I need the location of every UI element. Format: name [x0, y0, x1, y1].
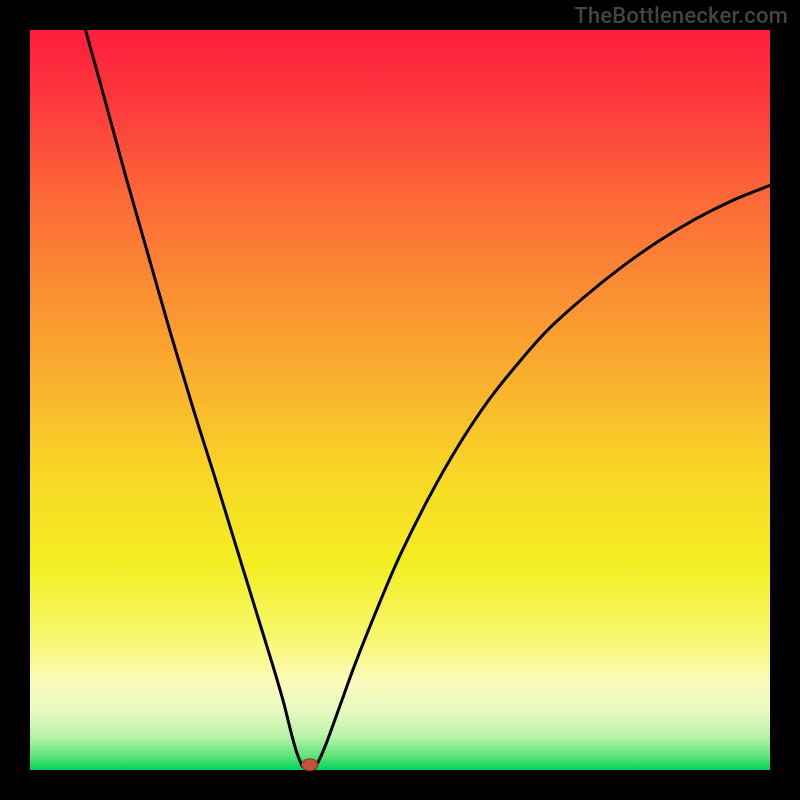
optimal-marker: [302, 759, 318, 771]
bottleneck-chart: TheBottlenecker.com: [0, 0, 800, 800]
chart-svg: [0, 0, 800, 800]
watermark-text: TheBottlenecker.com: [574, 4, 788, 29]
plot-background: [30, 30, 770, 770]
